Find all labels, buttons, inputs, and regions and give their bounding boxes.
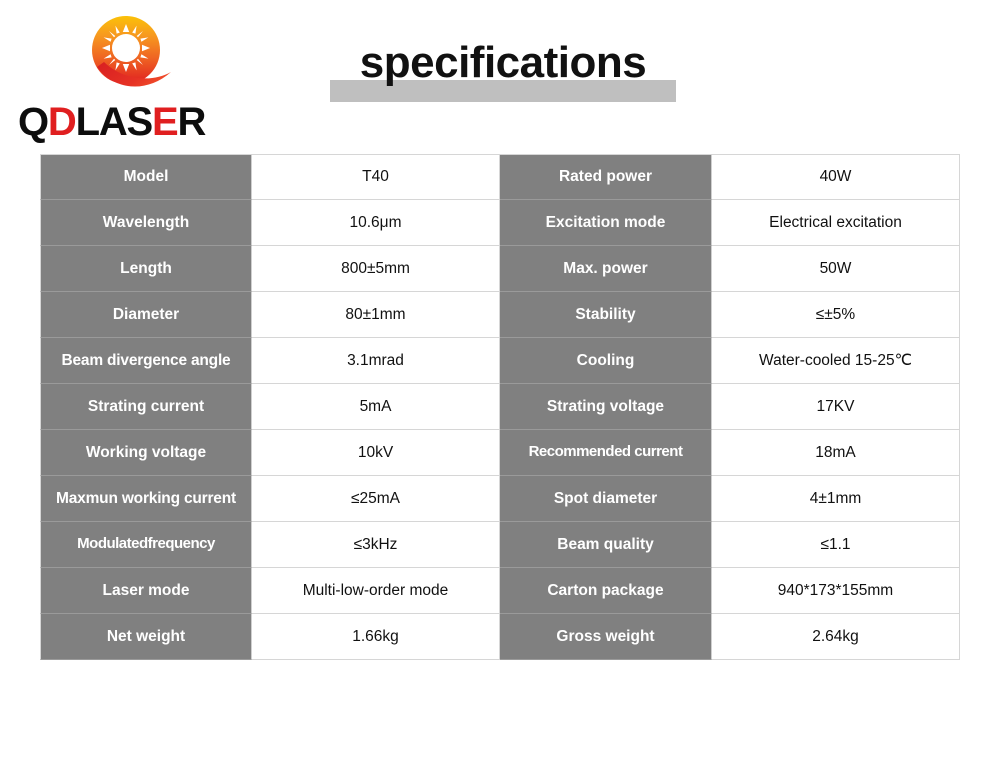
table-row: Diameter 80±1mm Stability ≤±5% (40, 292, 960, 338)
brand-logo-block: QDLASER (10, 4, 310, 144)
spec-label: Stability (500, 292, 712, 338)
table-row: Modulatedfrequency ≤3kHz Beam quality ≤1… (40, 522, 960, 568)
spec-label: Excitation mode (500, 200, 712, 246)
specifications-table: Model T40 Rated power 40W Wavelength 10.… (40, 154, 960, 660)
spec-value: ≤1.1 (712, 522, 960, 568)
table-row: Maxmun working current ≤25mA Spot diamet… (40, 476, 960, 522)
table-row: Working voltage 10kV Recommended current… (40, 430, 960, 476)
wordmark-segment-e: E (152, 100, 179, 144)
spec-value: 17KV (712, 384, 960, 430)
spec-value: 940*173*155mm (712, 568, 960, 614)
spec-label: Strating voltage (500, 384, 712, 430)
page-title-block: specifications (330, 32, 680, 102)
spec-value: 800±5mm (252, 246, 500, 292)
table-row: Length 800±5mm Max. power 50W (40, 246, 960, 292)
spec-label: Working voltage (40, 430, 252, 476)
spec-value: 1.66kg (252, 614, 500, 660)
spec-label: Beam divergence angle (40, 338, 252, 384)
spec-label: Rated power (500, 154, 712, 200)
spec-value: T40 (252, 154, 500, 200)
spec-value: ≤3kHz (252, 522, 500, 568)
spec-label: Gross weight (500, 614, 712, 660)
table-row: Wavelength 10.6μm Excitation mode Electr… (40, 200, 960, 246)
spec-value: 4±1mm (712, 476, 960, 522)
wordmark-segment-d: D (47, 100, 77, 144)
spec-value: 40W (712, 154, 960, 200)
spec-label: Modulatedfrequency (40, 522, 252, 568)
spec-value: 10.6μm (252, 200, 500, 246)
table-row: Beam divergence angle 3.1mrad Cooling Wa… (40, 338, 960, 384)
spec-label: Recommended current (500, 430, 712, 476)
spec-value: 3.1mrad (252, 338, 500, 384)
spec-value: 2.64kg (712, 614, 960, 660)
spec-value: Electrical excitation (712, 200, 960, 246)
spec-value: ≤25mA (252, 476, 500, 522)
table-row: Model T40 Rated power 40W (40, 154, 960, 200)
brand-wordmark: QDLASER (18, 100, 207, 144)
wordmark-segment-r: R (177, 100, 207, 144)
spec-value: 5mA (252, 384, 500, 430)
page-title: specifications (359, 38, 647, 87)
spec-label: Beam quality (500, 522, 712, 568)
table-row: Strating current 5mA Strating voltage 17… (40, 384, 960, 430)
spec-label: Max. power (500, 246, 712, 292)
spec-value: 50W (712, 246, 960, 292)
wordmark-segment-las: LAS (75, 100, 154, 144)
spec-value: Water-cooled 15-25℃ (712, 338, 960, 384)
spec-label: Laser mode (40, 568, 252, 614)
spec-label: Wavelength (40, 200, 252, 246)
spec-label: Length (40, 246, 252, 292)
spec-value: 10kV (252, 430, 500, 476)
spec-value: 18mA (712, 430, 960, 476)
spec-label: Net weight (40, 614, 252, 660)
spec-label: Model (40, 154, 252, 200)
spec-value: ≤±5% (712, 292, 960, 338)
spec-label: Carton package (500, 568, 712, 614)
title-highlight-band (330, 80, 676, 102)
spec-label: Diameter (40, 292, 252, 338)
specifications-table-body: Model T40 Rated power 40W Wavelength 10.… (40, 154, 960, 660)
table-row: Net weight 1.66kg Gross weight 2.64kg (40, 614, 960, 660)
wordmark-segment-q: Q (18, 100, 49, 144)
spec-value: Multi-low-order mode (252, 568, 500, 614)
sun-wave-logo-icon (88, 10, 174, 106)
spec-label: Cooling (500, 338, 712, 384)
spec-value: 80±1mm (252, 292, 500, 338)
table-row: Laser mode Multi-low-order mode Carton p… (40, 568, 960, 614)
spec-label: Strating current (40, 384, 252, 430)
spec-label: Maxmun working current (40, 476, 252, 522)
spec-label: Spot diameter (500, 476, 712, 522)
